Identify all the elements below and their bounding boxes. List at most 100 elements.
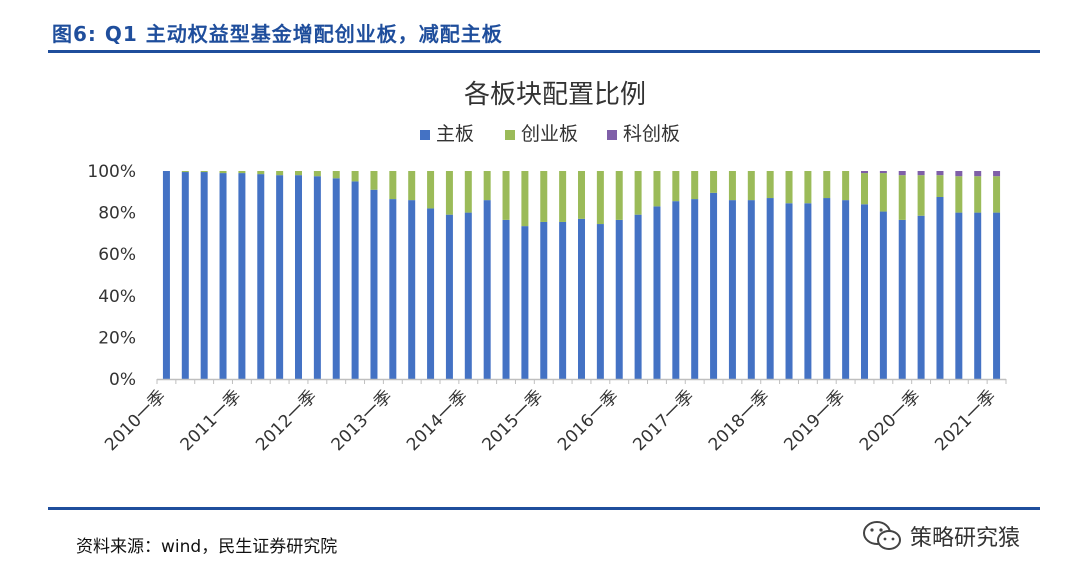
bar-segment — [295, 175, 302, 379]
bar-segment — [879, 171, 887, 174]
bar-segment — [653, 171, 661, 207]
bar-segment — [313, 176, 321, 379]
bar-segment — [747, 171, 755, 201]
bar-segment — [276, 175, 284, 379]
x-tick-label: 2013一季 — [328, 386, 397, 455]
x-tick-label: 2014一季 — [403, 386, 472, 455]
bar-segment — [483, 171, 491, 201]
bar-segment — [974, 212, 982, 379]
legend-swatch — [505, 130, 515, 140]
bar-segment — [370, 171, 378, 190]
x-tick-label: 2010一季 — [101, 386, 170, 455]
x-tick-label: 2020一季 — [856, 386, 925, 455]
y-tick-label: 80% — [98, 204, 136, 224]
bar-segment — [559, 221, 567, 379]
bar-segment — [823, 198, 831, 379]
bar-segment — [710, 192, 718, 379]
bar-segment — [200, 171, 208, 173]
y-axis: 0% 20% 40% 60% 80% 100% — [87, 162, 136, 390]
bar-segment — [672, 201, 680, 379]
bar-segment — [785, 171, 793, 204]
bar-segment — [917, 171, 925, 176]
bar-segment — [332, 178, 340, 379]
bar-segment — [238, 173, 246, 379]
legend-swatch — [607, 130, 617, 140]
x-tick-label: 2015一季 — [479, 386, 548, 455]
bar-segment — [162, 171, 170, 379]
top-rule — [48, 50, 1040, 53]
bar-segment — [993, 176, 1001, 213]
bar-segment — [219, 171, 227, 174]
bar-segment — [370, 189, 378, 379]
bars — [162, 171, 1001, 379]
bar-segment — [257, 174, 265, 379]
bar-segment — [181, 172, 189, 379]
y-tick-label: 60% — [98, 245, 136, 265]
bar-segment — [483, 200, 491, 379]
bar-segment — [351, 171, 359, 182]
bar-segment — [313, 171, 321, 177]
bar-segment — [332, 171, 340, 179]
bar-segment — [181, 171, 189, 173]
wechat-icon — [863, 521, 901, 550]
bar-segment — [710, 171, 718, 193]
stacked-bar-chart: 各板块配置比例 主板 创业板 科创板 0% 20% 40% 60% 80% 100% 2010… — [87, 80, 1007, 455]
bar-segment — [955, 176, 963, 213]
bar-segment — [974, 171, 982, 177]
bar-segment — [464, 171, 472, 213]
bar-segment — [502, 219, 510, 379]
bar-segment — [785, 203, 793, 379]
bar-segment — [389, 199, 397, 379]
bar-segment — [521, 226, 529, 379]
bar-segment — [634, 171, 642, 215]
bar-segment — [596, 171, 604, 225]
bar-segment — [823, 171, 831, 199]
bar-segment — [898, 171, 906, 176]
legend-label: 科创板 — [623, 123, 680, 145]
bar-segment — [502, 171, 510, 220]
bar-segment — [200, 172, 208, 379]
bar-segment — [993, 171, 1001, 177]
bar-segment — [936, 197, 944, 379]
bar-segment — [408, 200, 416, 379]
bar-segment — [578, 218, 585, 379]
bar-segment — [842, 171, 850, 201]
bar-segment — [766, 171, 774, 199]
x-axis: 2010一季 2011一季 2012一季 2013一季 2014一季 2015一季 2016… — [101, 378, 1007, 455]
chart-title: 各板块配置比例 — [464, 80, 646, 110]
x-tick-label: 2011一季 — [177, 386, 246, 455]
bar-segment — [445, 171, 453, 215]
bar-segment — [445, 214, 453, 379]
x-tick-label: 2017一季 — [629, 386, 698, 455]
bar-segment — [747, 200, 755, 379]
watermark: 策略研究猿 — [862, 516, 1020, 556]
bar-segment — [578, 171, 585, 219]
bar-segment — [898, 219, 906, 379]
bar-segment — [540, 221, 548, 379]
legend-label: 创业板 — [521, 123, 578, 145]
y-tick-label: 40% — [98, 287, 136, 307]
x-tick-label: 2019一季 — [780, 386, 849, 455]
bar-segment — [804, 171, 812, 204]
y-tick-label: 0% — [109, 370, 136, 390]
figure-title: 图6: Q1 主动权益型基金增配创业板，减配主板 — [52, 22, 503, 46]
bar-segment — [389, 171, 397, 200]
x-tick-label: 2018一季 — [705, 386, 774, 455]
bar-segment — [861, 204, 868, 379]
bar-segment — [672, 171, 680, 202]
bar-segment — [351, 181, 359, 379]
y-tick-label: 100% — [87, 162, 136, 182]
bar-segment — [917, 175, 925, 216]
bar-segment — [804, 203, 812, 379]
y-tick-label: 20% — [98, 328, 136, 348]
bar-segment — [898, 175, 906, 220]
bar-segment — [427, 208, 435, 379]
bar-segment — [955, 212, 963, 379]
bar-segment — [917, 215, 925, 379]
bar-segment — [955, 171, 963, 177]
bar-segment — [879, 173, 887, 212]
bar-segment — [691, 171, 699, 200]
bar-segment — [861, 173, 868, 205]
bar-segment — [295, 171, 302, 176]
bar-segment — [257, 171, 265, 175]
